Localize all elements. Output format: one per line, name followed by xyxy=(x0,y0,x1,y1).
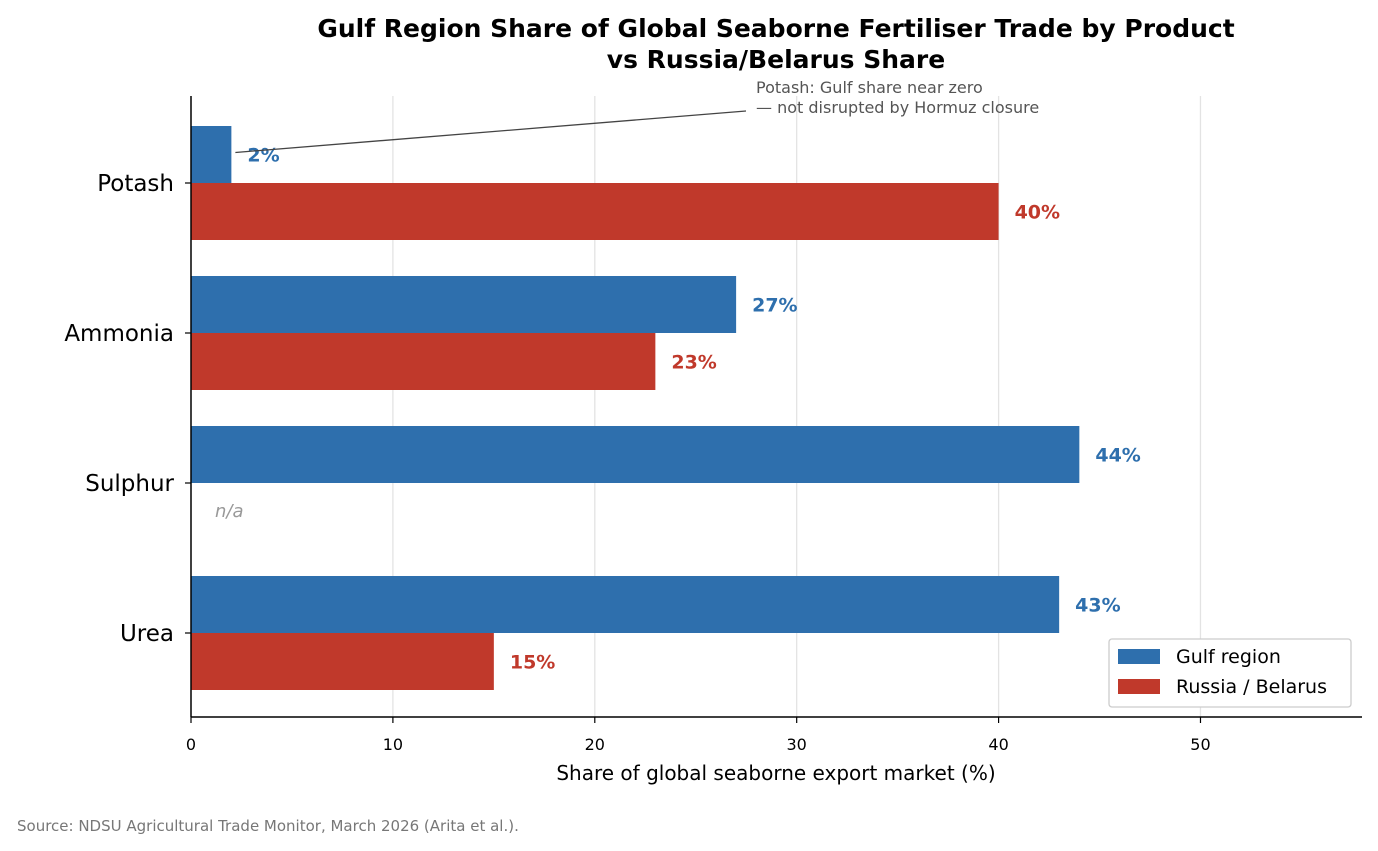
legend-swatch xyxy=(1118,679,1160,694)
legend-swatch xyxy=(1118,649,1160,664)
data-label: 2% xyxy=(247,145,279,167)
data-label: 15% xyxy=(510,652,555,674)
bar-urea-gulf xyxy=(191,576,1060,633)
bar-ammonia-gulf xyxy=(191,276,737,333)
annotation-arrow xyxy=(235,110,747,154)
category-label: Sulphur xyxy=(85,471,174,497)
bar-potash-russia xyxy=(191,183,999,240)
chart-text: Gulf Region Share of Global Seaborne Fer… xyxy=(17,14,1235,835)
data-label: 43% xyxy=(1075,595,1120,617)
source-note: Source: NDSU Agricultural Trade Monitor,… xyxy=(17,817,519,835)
legend: Gulf region Russia / Belarus xyxy=(1108,638,1352,708)
annotation-text: Potash: Gulf share near zero xyxy=(756,78,983,97)
legend-entry: Gulf region xyxy=(1176,646,1281,668)
bars xyxy=(191,126,1080,690)
x-tick-label: 50 xyxy=(1190,735,1210,754)
data-label: 44% xyxy=(1095,445,1140,467)
category-label: Urea xyxy=(120,621,174,647)
x-tick-label: 40 xyxy=(988,735,1008,754)
bar-urea-russia xyxy=(191,633,494,690)
x-tick-label: 10 xyxy=(383,735,403,754)
data-labels: 2% 40% 27% 23% 44% n/a 43% 15% xyxy=(215,145,1141,674)
na-label: n/a xyxy=(215,501,244,522)
legend-box xyxy=(1108,638,1352,708)
data-label: 23% xyxy=(671,352,716,374)
annotation-text: — not disrupted by Hormuz closure xyxy=(756,98,1039,117)
bar-ammonia-russia xyxy=(191,333,656,390)
chart-title-line: vs Russia/Belarus Share xyxy=(607,45,945,74)
data-label: 27% xyxy=(752,295,797,317)
x-tick-label: 0 xyxy=(186,735,196,754)
axes: 0 10 20 30 40 50 Potash Ammonia Sulphur Urea xyxy=(64,96,1362,754)
category-label: Ammonia xyxy=(64,321,174,347)
x-tick-label: 30 xyxy=(787,735,807,754)
bar-sulphur-gulf xyxy=(191,426,1080,483)
chart-title-line: Gulf Region Share of Global Seaborne Fer… xyxy=(317,14,1234,43)
x-tick-label: 20 xyxy=(585,735,605,754)
data-label: 40% xyxy=(1015,202,1060,224)
category-label: Potash xyxy=(97,171,174,197)
bar-potash-gulf xyxy=(191,126,232,183)
legend-entry: Russia / Belarus xyxy=(1176,676,1327,698)
x-axis-label: Share of global seaborne export market (… xyxy=(556,761,995,785)
